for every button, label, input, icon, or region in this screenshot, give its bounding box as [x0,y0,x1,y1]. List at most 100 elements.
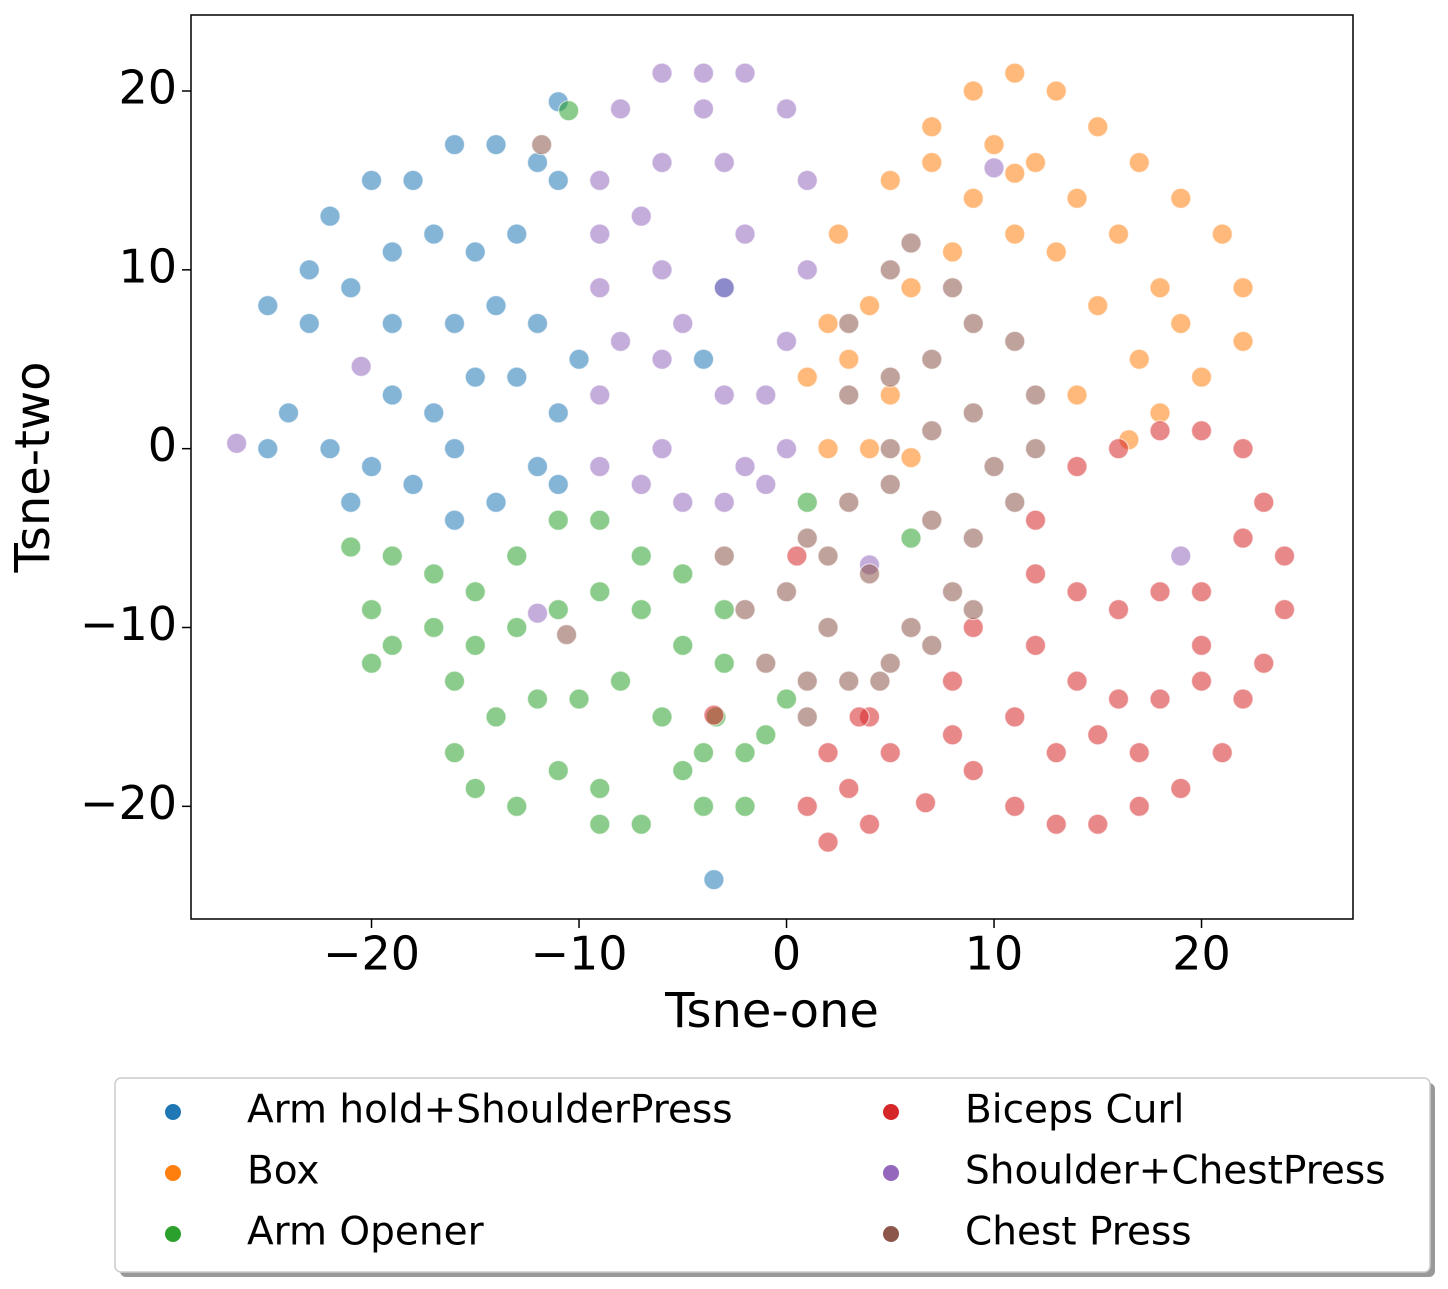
point [921,420,943,442]
point [672,563,694,585]
y-tick-label: −10 [80,597,177,651]
point [1170,545,1192,567]
point [1004,162,1026,184]
point [734,62,756,84]
point [589,509,611,531]
point [921,348,943,370]
point [1128,742,1150,764]
point [423,616,445,639]
point [1004,795,1026,817]
point [298,259,320,281]
point [1128,795,1150,817]
point [713,384,735,406]
point [755,724,777,746]
point [651,259,673,281]
point [817,545,839,567]
point [1066,455,1088,478]
legend-marker [165,1165,181,1181]
x-axis-label: Tsne-one [664,983,879,1039]
point [713,151,735,174]
point [713,491,735,513]
point [1004,62,1026,84]
y-tick-label: 0 [148,418,177,472]
point [464,634,486,656]
point [983,134,1005,156]
point [734,223,756,245]
point [1087,813,1109,835]
point [651,706,673,728]
point [1045,742,1067,764]
point [838,348,860,370]
point [900,277,922,299]
point [713,652,735,674]
point [827,223,850,245]
point [1004,706,1026,728]
point [464,241,486,263]
point [941,724,964,746]
x-tick-label: 0 [772,927,801,981]
point [609,330,632,352]
point [589,223,611,245]
point [1004,330,1026,352]
point [1087,295,1109,317]
point [226,432,248,454]
point [340,277,362,299]
point [423,402,445,424]
point [796,670,818,692]
point [1232,688,1254,710]
point [983,157,1005,179]
point [340,491,362,513]
point [1066,581,1088,603]
point [1211,742,1233,764]
point [1232,277,1254,299]
point [1232,438,1254,460]
point [734,742,756,764]
point [1253,652,1275,674]
point [589,777,611,800]
point [1024,151,1047,174]
point [962,599,984,621]
point [1149,277,1171,299]
point [755,384,777,406]
point [1253,491,1275,513]
point [443,742,466,764]
point [1066,670,1088,692]
point [423,223,445,245]
point [1128,348,1150,370]
point [962,616,984,639]
point [1128,151,1150,174]
y-tick-label: 10 [118,239,177,293]
point [879,169,901,192]
point [360,599,383,621]
point [692,62,715,84]
point [879,259,901,281]
point [526,688,549,710]
point [589,277,611,299]
point [1170,777,1192,800]
legend: Arm hold+ShoulderPress Box Arm Opener Bicep… [114,1077,1435,1277]
point [755,652,777,674]
point [921,634,943,656]
legend-label: Box [247,1149,320,1194]
legend-label: Chest Press [965,1210,1192,1255]
x-tick-label: 10 [965,927,1024,981]
point [817,831,839,853]
point [630,205,652,227]
point [703,704,725,726]
point [713,545,735,567]
point [921,151,943,174]
point [775,438,798,460]
legend-marker [165,1104,181,1120]
point [360,652,383,674]
point [609,98,632,120]
point [1149,581,1171,603]
point [900,616,922,639]
point [1004,491,1026,513]
point [1024,384,1047,406]
point [547,509,569,531]
legend-marker [165,1226,181,1242]
point [547,599,569,621]
point [630,473,652,496]
point [651,151,673,174]
